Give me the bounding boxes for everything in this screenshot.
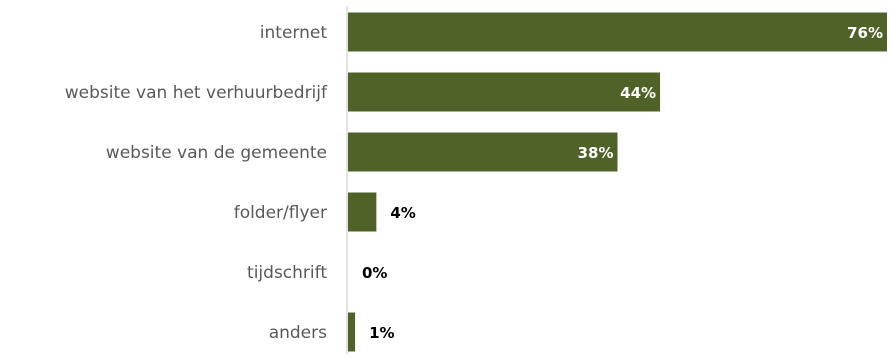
value-label-internet: 76% [847,24,883,42]
labels-layer: internet 76% website van het verhuurbedrij… [65,23,883,343]
value-label-folder-flyer: 4% [390,204,415,222]
bars-layer [348,12,887,352]
category-label-tijdschrift: tijdschrift [247,263,327,283]
category-label-website-van-de-gemeente: website van de gemeente [106,143,327,163]
value-label-website-van-het-verhuurbedrijf: 44% [620,84,656,102]
bar-internet [348,12,887,52]
bar-anders [348,312,356,352]
bar-folder-flyer [348,192,377,232]
category-label-folder-flyer: folder/flyer [234,203,327,223]
value-label-anders: 1% [369,324,394,342]
category-label-anders: anders [269,323,327,343]
category-label-internet: internet [260,23,328,43]
value-label-website-van-de-gemeente: 38% [578,144,614,162]
value-label-tijdschrift: 0% [362,264,387,282]
bar-website-van-de-gemeente [348,132,618,172]
bar-website-van-het-verhuurbedrijf [348,72,661,112]
category-label-website-van-het-verhuurbedrijf: website van het verhuurbedrijf [65,83,328,103]
